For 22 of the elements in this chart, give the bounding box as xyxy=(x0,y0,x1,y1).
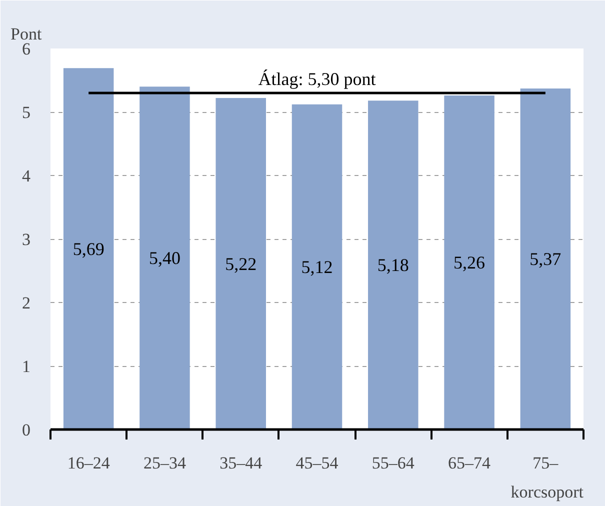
y-tick-label: 4 xyxy=(22,166,31,186)
x-tick-label: 55–64 xyxy=(372,454,415,472)
y-tick-label: 2 xyxy=(22,294,30,312)
y-tick-label: 5 xyxy=(22,103,30,122)
y-tick-label: 1 xyxy=(22,357,30,376)
x-axis-title: korcsoport xyxy=(510,482,584,502)
ref-line-label: Átlag: 5,30 pont xyxy=(258,68,376,89)
data-label: 5,26 xyxy=(454,252,486,272)
data-label: 5,22 xyxy=(225,254,257,274)
x-tick-label: 25–34 xyxy=(143,454,186,472)
x-tick-label: 65–74 xyxy=(448,454,492,472)
data-label: 5,12 xyxy=(301,256,333,277)
x-tick-label: 35–44 xyxy=(220,454,263,472)
data-label: 5,40 xyxy=(148,248,180,268)
y-tick-label: 0 xyxy=(22,420,30,440)
data-label: 5,37 xyxy=(530,249,562,270)
x-tick-label: 75– xyxy=(532,454,559,472)
data-label: 5,69 xyxy=(72,238,104,259)
x-tick-label: 16–24 xyxy=(67,454,110,472)
data-label: 5,18 xyxy=(377,255,409,276)
x-tick-label: 45–54 xyxy=(296,454,339,472)
y-tick-label: 3 xyxy=(22,230,30,249)
